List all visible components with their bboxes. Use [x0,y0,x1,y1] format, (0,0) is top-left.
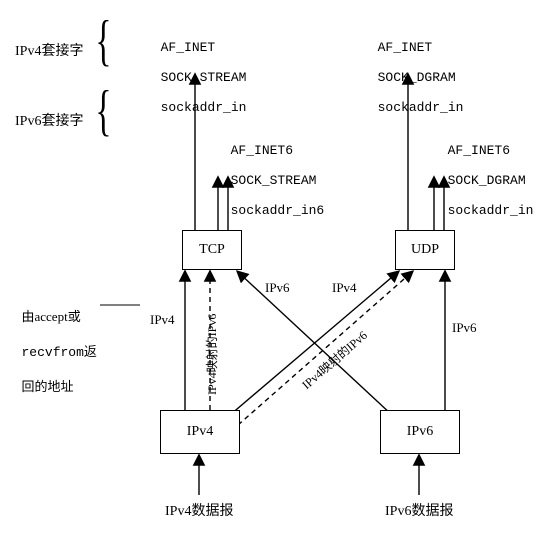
edge-mapped-left: IPv4映射的IPv6 [203,314,220,395]
udp-box: UDP [395,230,455,270]
ipv6-datagram-label: IPv6数据报 [385,500,453,520]
edge-ipv4-left: IPv4 [150,312,175,328]
edge-ipv6-mid: IPv6 [265,280,290,296]
edge-ipv4-right: IPv4 [332,280,357,296]
ipv4-datagram-label: IPv4数据报 [165,500,233,520]
tcp-box: TCP [182,230,242,270]
diagram-svg [0,0,550,535]
ipv6-box: IPv6 [380,410,460,454]
edge-ipv6-right: IPv6 [452,320,477,336]
ipv4-box: IPv4 [160,410,240,454]
